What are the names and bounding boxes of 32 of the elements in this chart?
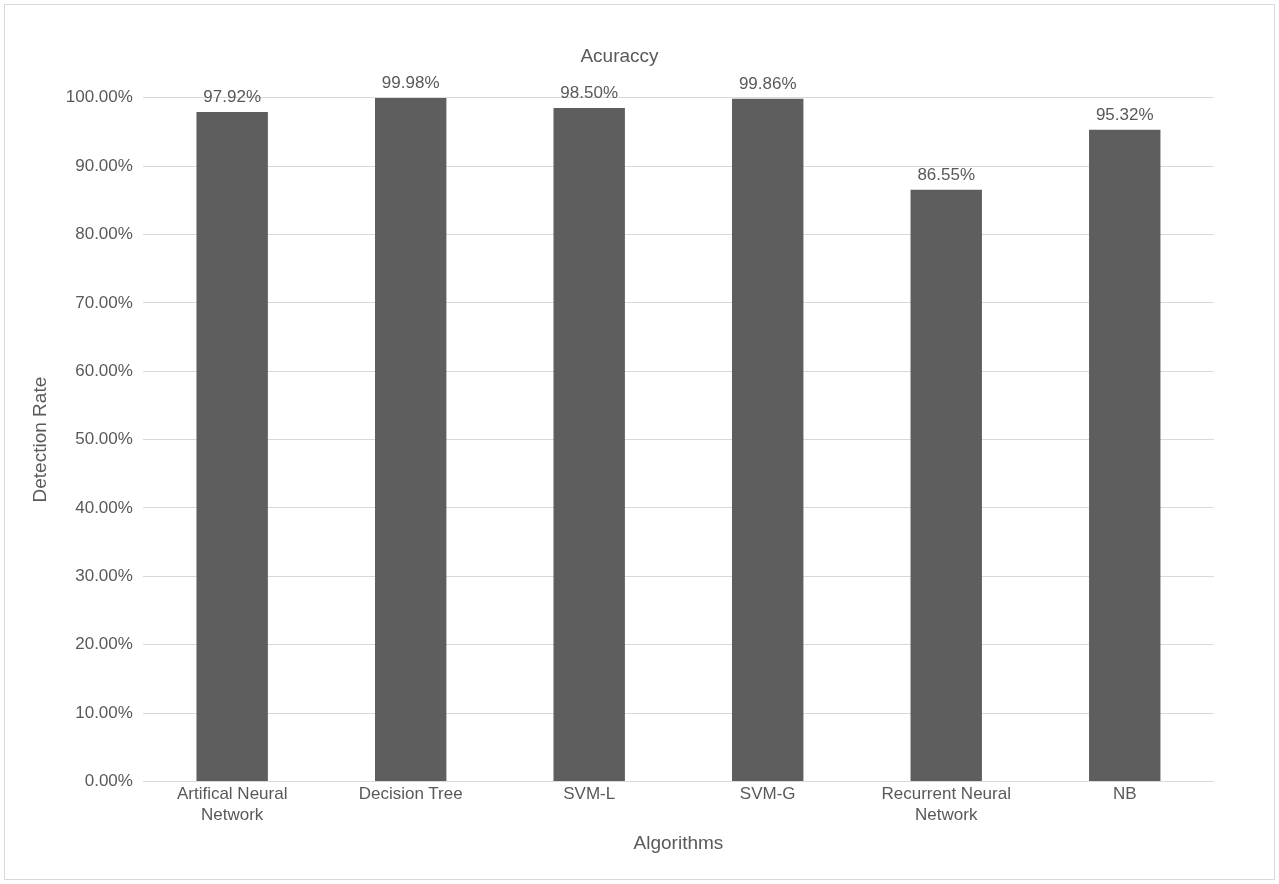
y-tick-label: 60.00% bbox=[75, 360, 133, 380]
bar bbox=[374, 97, 447, 781]
y-axis-title: Detection Rate bbox=[28, 376, 50, 503]
bar bbox=[553, 108, 625, 781]
y-tick-label: 0.00% bbox=[84, 771, 133, 791]
x-axis-title: Algorithms bbox=[633, 831, 724, 853]
y-tick-label: 30.00% bbox=[75, 566, 133, 586]
chart-title: Acuraccy bbox=[580, 44, 660, 66]
x-tick-label: Artifical Neural Network bbox=[176, 784, 288, 824]
x-tick-label: SVM-L bbox=[563, 784, 616, 804]
x-tick-label: NB bbox=[1112, 784, 1137, 804]
data-label: 97.92% bbox=[203, 87, 262, 107]
y-tick-label: 40.00% bbox=[75, 497, 133, 517]
bar bbox=[732, 98, 804, 781]
y-tick-label: 70.00% bbox=[75, 292, 133, 312]
y-tick-label: 50.00% bbox=[75, 429, 133, 449]
y-tick-label: 80.00% bbox=[75, 224, 133, 244]
y-tick-label: 100.00% bbox=[65, 87, 133, 107]
x-tick-label: SVM-G bbox=[739, 784, 796, 804]
y-tick-label: 10.00% bbox=[75, 702, 133, 722]
data-label: 86.55% bbox=[917, 164, 976, 184]
bar bbox=[196, 112, 268, 781]
y-tick-label: 20.00% bbox=[75, 634, 133, 654]
data-label: 99.98% bbox=[381, 73, 440, 93]
bar bbox=[910, 189, 982, 781]
data-label: 99.86% bbox=[738, 73, 797, 93]
data-label: 95.32% bbox=[1095, 104, 1154, 124]
x-tick-label: Recurrent Neural Network bbox=[881, 784, 1011, 824]
x-tick-label: Decision Tree bbox=[358, 784, 463, 804]
bar bbox=[1089, 129, 1161, 781]
y-tick-label: 90.00% bbox=[75, 155, 133, 175]
data-label: 98.50% bbox=[560, 83, 619, 103]
